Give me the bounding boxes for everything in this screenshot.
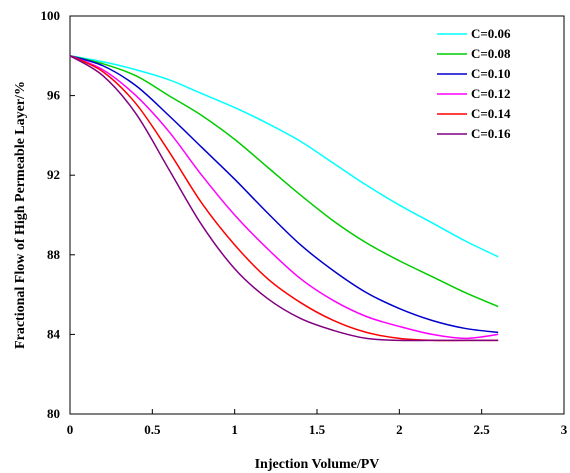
y-axis-title: Fractional Flow of High Permeable Layer/… <box>13 81 28 349</box>
y-tick-label: 96 <box>47 88 61 103</box>
x-tick-label: 2 <box>396 422 403 437</box>
series-line-c-0-06 <box>69 55 499 258</box>
series-line-c-0-12 <box>69 55 499 340</box>
legend-label-c-0-06: C=0.06 <box>471 26 511 41</box>
series-line-c-0-16 <box>69 55 499 342</box>
x-tick-label: 1.5 <box>309 422 326 437</box>
y-tick-label: 92 <box>47 167 60 182</box>
y-tick-label: 84 <box>47 326 61 341</box>
legend-label-c-0-10: C=0.10 <box>471 66 511 81</box>
x-tick-label: 3 <box>561 422 568 437</box>
series-line-c-0-10 <box>69 55 499 334</box>
legend: C=0.06 C=0.08 C=0.10 C=0.12 C=0.14 C=0.16 <box>437 26 511 141</box>
legend-label-c-0-16: C=0.16 <box>471 126 511 141</box>
y-tick-label: 88 <box>47 247 61 262</box>
y-tick-label: 100 <box>41 8 61 23</box>
y-axis-ticks: 80 84 88 92 96 100 <box>41 8 75 421</box>
legend-label-c-0-14: C=0.14 <box>471 106 511 121</box>
series-line-c-0-14 <box>69 55 499 342</box>
legend-label-c-0-08: C=0.08 <box>471 46 511 61</box>
x-axis-ticks: 0 0.5 1 1.5 2 2.5 3 <box>67 409 568 437</box>
x-tick-label: 0.5 <box>144 422 161 437</box>
x-axis-title: Injection Volume/PV <box>255 457 380 472</box>
x-tick-label: 1 <box>231 422 238 437</box>
x-tick-label: 0 <box>67 422 74 437</box>
y-tick-label: 80 <box>47 406 60 421</box>
series-line-c-0-08 <box>69 55 499 308</box>
legend-label-c-0-12: C=0.12 <box>471 86 511 101</box>
x-tick-label: 2.5 <box>474 422 491 437</box>
series-layer <box>69 55 499 342</box>
